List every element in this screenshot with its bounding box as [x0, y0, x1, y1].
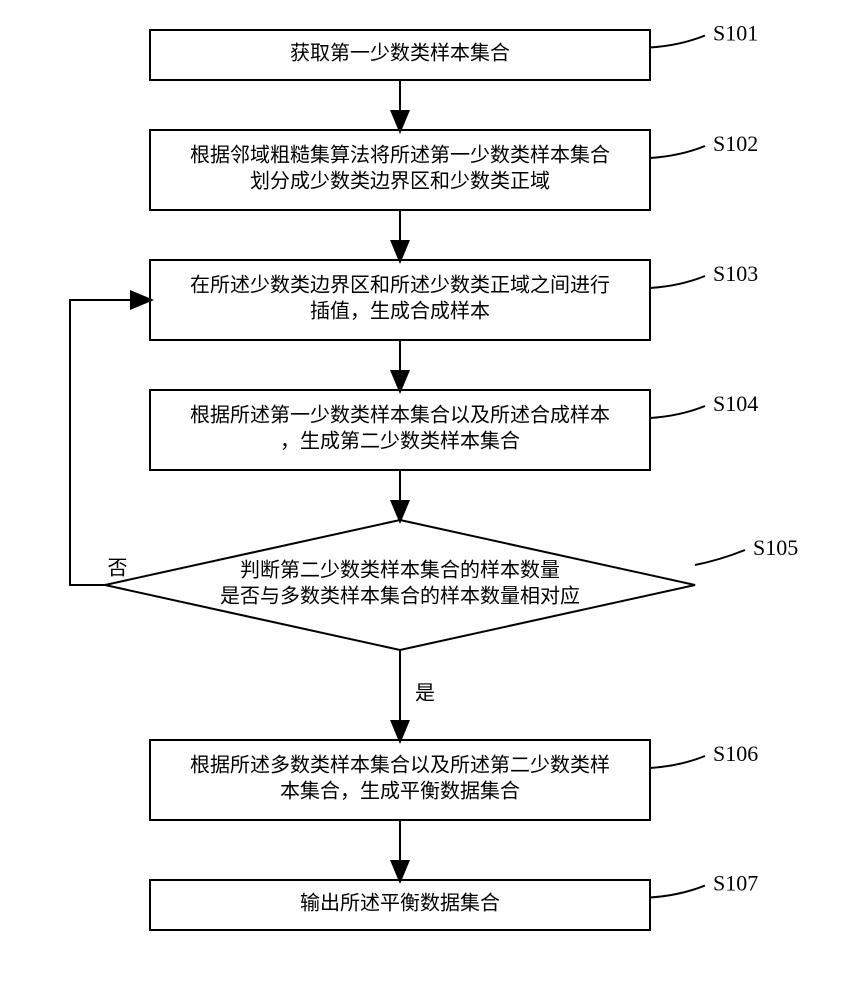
s103-label: S103 — [713, 261, 758, 286]
s104-label: S104 — [713, 391, 758, 416]
flowchart: 获取第一少数类样本集合根据邻域粗糙集算法将所述第一少数类样本集合划分成少数类边界… — [0, 0, 847, 1000]
s102-text-line-1: 划分成少数类边界区和少数类正域 — [250, 170, 550, 193]
s105-text-line-0: 判断第二少数类样本集合的样本数量 — [240, 559, 560, 582]
s101-label: S101 — [713, 21, 758, 46]
arrow-no-loop — [70, 300, 150, 585]
branch-yes-label: 是 — [415, 683, 435, 705]
s107-connector — [650, 886, 705, 898]
s105-connector — [695, 550, 745, 565]
s102-text-line-0: 根据邻域粗糙集算法将所述第一少数类样本集合 — [190, 144, 610, 167]
branch-no-label: 否 — [108, 558, 128, 580]
s106-label: S106 — [713, 741, 758, 766]
s104-text-line-1: ，生成第二少数类样本集合 — [280, 430, 520, 453]
s104-text-line-0: 根据所述第一少数类样本集合以及所述合成样本 — [190, 404, 610, 427]
s103-connector — [650, 276, 705, 288]
s104-connector — [650, 406, 705, 418]
s107-text-line-0: 输出所述平衡数据集合 — [300, 892, 500, 915]
s105-label: S105 — [753, 535, 798, 560]
s107-label: S107 — [713, 871, 758, 896]
s106-connector — [650, 756, 705, 768]
s102-label: S102 — [713, 131, 758, 156]
s101-connector — [650, 36, 705, 48]
s106-text-line-1: 本集合，生成平衡数据集合 — [280, 780, 520, 803]
s101-text-line-0: 获取第一少数类样本集合 — [290, 42, 510, 65]
s106-text-line-0: 根据所述多数类样本集合以及所述第二少数类样 — [190, 754, 610, 777]
s102-connector — [650, 146, 705, 158]
s103-text-line-1: 插值，生成合成样本 — [310, 300, 490, 323]
s103-text-line-0: 在所述少数类边界区和所述少数类正域之间进行 — [190, 274, 610, 297]
s105-text-line-1: 是否与多数类样本集合的样本数量相对应 — [220, 585, 580, 608]
